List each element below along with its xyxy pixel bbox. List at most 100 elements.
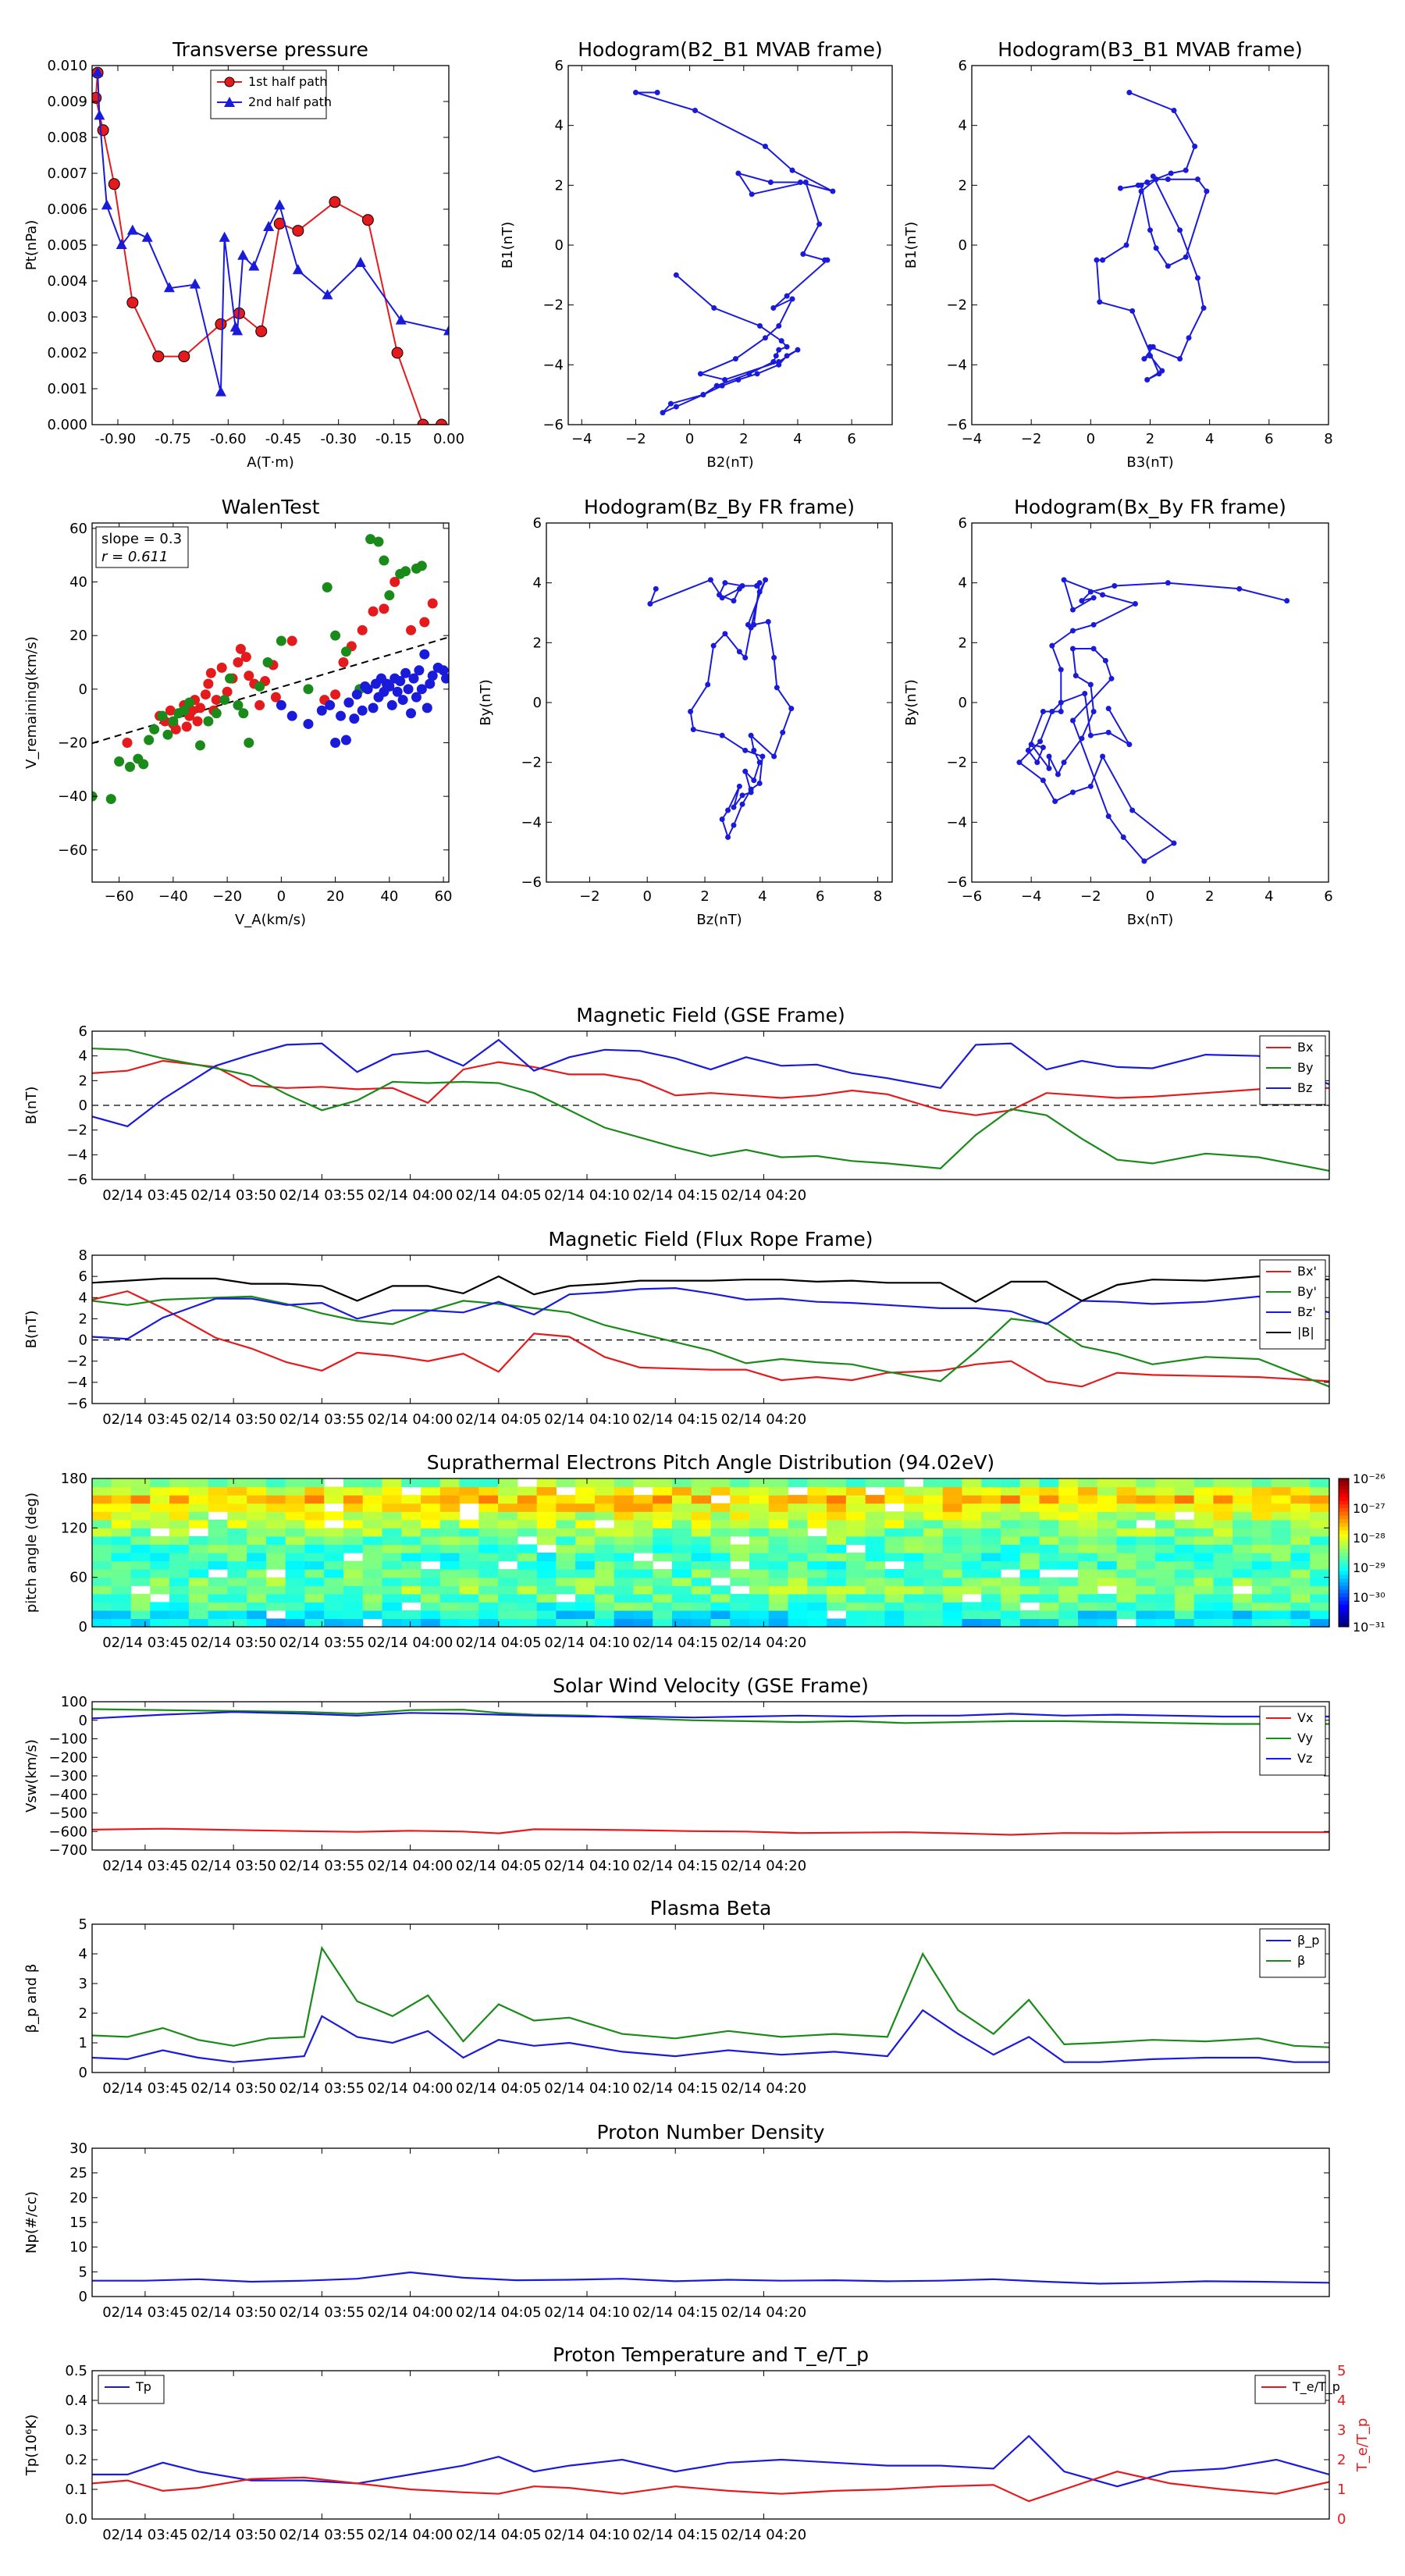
plot-frame xyxy=(91,522,450,883)
heatmap-cell xyxy=(1174,1544,1195,1553)
data-point xyxy=(215,386,226,397)
legend-label: Tp xyxy=(135,2379,151,2394)
heatmap-cell xyxy=(324,1577,344,1586)
x-tick-label: 4 xyxy=(793,431,802,447)
scatter-point xyxy=(373,536,384,547)
heatmap-cell xyxy=(1271,1503,1292,1512)
data-point xyxy=(1138,188,1144,194)
heatmap-cell xyxy=(1019,1535,1040,1546)
x-tick-label: 0 xyxy=(642,888,651,905)
heatmap-cell xyxy=(923,1511,944,1521)
colorbar-swatch xyxy=(1339,1482,1349,1486)
colorbar-swatch xyxy=(1339,1515,1349,1520)
data-point xyxy=(1192,144,1198,149)
y-tick-label: 15 xyxy=(69,2215,87,2231)
scatter-point xyxy=(270,692,281,703)
heatmap-cell xyxy=(827,1560,847,1570)
x-tick-label: −20 xyxy=(212,888,242,905)
heatmap-cell xyxy=(1155,1544,1176,1553)
x-tick-label: 40 xyxy=(380,888,398,905)
data-point xyxy=(1138,182,1144,188)
data-point xyxy=(742,655,749,660)
data-point xyxy=(692,108,699,113)
heatmap-cell xyxy=(111,1560,132,1570)
heatmap-cell xyxy=(247,1602,267,1611)
y-tick-label: −500 xyxy=(49,1806,87,1822)
data-point xyxy=(797,180,803,185)
heatmap-cell xyxy=(671,1569,692,1578)
heatmap-cell xyxy=(478,1535,499,1546)
heatmap-cell xyxy=(1290,1495,1311,1504)
heatmap-cell xyxy=(92,1495,112,1504)
y-tick-label: 4 xyxy=(79,1048,87,1065)
heatmap-cell xyxy=(304,1511,325,1521)
heatmap-cell xyxy=(459,1585,479,1595)
heatmap-cell xyxy=(788,1577,808,1586)
heatmap-cell xyxy=(575,1478,596,1488)
y-tick-label: 0 xyxy=(79,2289,87,2305)
data-point xyxy=(751,747,757,753)
data-point xyxy=(232,325,244,336)
colorbar-swatch xyxy=(1339,1578,1349,1583)
data-point xyxy=(361,214,374,226)
heatmap-cell xyxy=(1155,1495,1176,1504)
heatmap-cell xyxy=(1019,1486,1040,1496)
legend xyxy=(1259,1706,1326,1776)
heatmap-cell xyxy=(382,1478,402,1488)
chart-walen: WalenTest−60−40−200204060V_remaining(km/… xyxy=(23,496,453,928)
heatmap-cell xyxy=(247,1560,267,1570)
y-tick-label: 0 xyxy=(959,695,967,711)
heatmap-cell xyxy=(845,1585,866,1595)
data-point xyxy=(1040,777,1046,784)
heatmap-cell xyxy=(653,1577,673,1586)
chart-title: Magnetic Field (Flux Rope Frame) xyxy=(548,1228,873,1251)
data-point xyxy=(178,350,190,363)
chart-hodo_b3b1: Hodogram(B3_B1 MVAB frame)−6−4−20246B1(n… xyxy=(903,38,1333,471)
heatmap-cell xyxy=(1310,1519,1330,1528)
heatmap-cell xyxy=(962,1577,982,1586)
x-tick-label: 02/14 03:55 xyxy=(279,2527,365,2543)
heatmap-cell xyxy=(1097,1593,1118,1603)
heatmap-cell xyxy=(247,1519,267,1528)
heatmap-cell xyxy=(594,1503,615,1512)
heatmap-cell xyxy=(1290,1602,1311,1611)
heatmap-cell xyxy=(1019,1544,1040,1553)
heatmap-cell xyxy=(807,1618,827,1628)
data-point xyxy=(1108,675,1115,681)
heatmap-cell xyxy=(904,1495,924,1504)
heatmap-cell xyxy=(343,1503,364,1512)
y-tick-label: 0 xyxy=(959,237,967,254)
data-point xyxy=(732,356,738,362)
y-tick-label: 25 xyxy=(69,2165,87,2182)
heatmap-cell xyxy=(1058,1528,1079,1537)
data-point xyxy=(1097,299,1103,305)
heatmap-cell xyxy=(633,1511,653,1521)
heatmap-cell xyxy=(188,1495,209,1504)
y-tick-label: 20 xyxy=(69,628,87,644)
x-axis-label: B2(nT) xyxy=(706,454,753,471)
heatmap-cell xyxy=(150,1535,170,1546)
heatmap-cell xyxy=(382,1503,402,1512)
heatmap-cell xyxy=(981,1478,1001,1488)
data-point xyxy=(1147,343,1153,350)
heatmap-cell xyxy=(730,1618,750,1628)
data-point xyxy=(719,732,725,738)
heatmap-cell xyxy=(807,1535,827,1546)
heatmap-cell xyxy=(1136,1495,1156,1504)
colorbar-tick-label: 10⁻²⁷ xyxy=(1353,1501,1385,1516)
heatmap-cell xyxy=(536,1593,557,1603)
colorbar-swatch xyxy=(1339,1556,1349,1560)
heatmap-cell xyxy=(1290,1478,1311,1488)
heatmap-cell xyxy=(653,1618,673,1628)
annotation-slope: slope = 0.3 xyxy=(101,531,182,547)
heatmap-cell xyxy=(556,1618,576,1628)
heatmap-cell xyxy=(536,1478,557,1488)
heatmap-cell xyxy=(614,1544,635,1553)
heatmap-cell xyxy=(111,1618,132,1628)
colorbar-swatch xyxy=(1339,1511,1349,1516)
heatmap-cell xyxy=(1097,1503,1118,1512)
scatter-point xyxy=(392,686,403,697)
heatmap-cell xyxy=(130,1593,151,1603)
series-line xyxy=(92,1945,1329,2048)
heatmap-cell xyxy=(285,1511,306,1521)
